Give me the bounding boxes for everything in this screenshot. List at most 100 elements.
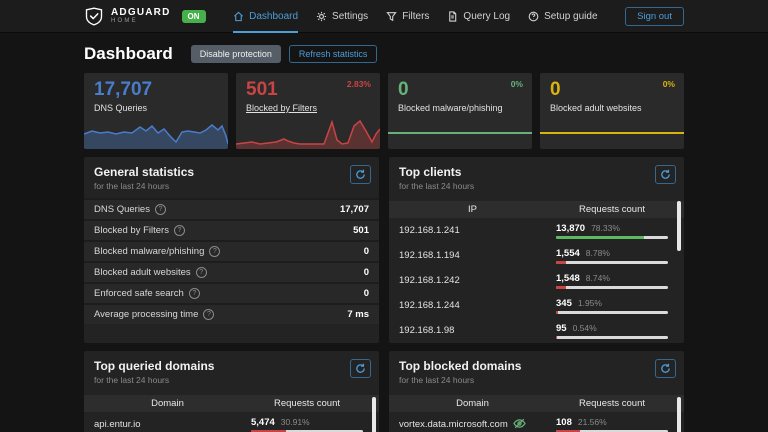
panel-title: Top queried domains (94, 359, 369, 373)
stat-label: Blocked malware/phishing (94, 246, 204, 257)
stat-value: 501 (353, 225, 369, 236)
table-header: Domain Requests count (84, 395, 379, 412)
gear-icon (316, 11, 327, 22)
card-value: 0 (550, 80, 674, 101)
request-bar (556, 336, 668, 339)
refresh-statistics-button[interactable]: Refresh statistics (289, 45, 378, 63)
flat-sparkline (540, 132, 684, 134)
request-percent: 8.78% (586, 248, 610, 258)
stat-value: 7 ms (347, 309, 369, 320)
stat-row: Blocked by Filters? 501 (84, 219, 379, 240)
help-icon[interactable]: ? (174, 225, 185, 236)
disable-protection-button[interactable]: Disable protection (191, 45, 281, 63)
eye-off-icon (513, 418, 526, 432)
dns-queries-sparkline (84, 116, 228, 149)
stat-value: 0 (364, 288, 369, 299)
request-count: 5,474 (251, 417, 275, 428)
column-requests-count: Requests count (556, 398, 668, 409)
request-percent: 0.54% (573, 323, 597, 333)
domain-row: api.entur.io 5,474 30.91% (84, 412, 379, 432)
general-statistics-panel: General statistics for the last 24 hours… (84, 157, 379, 343)
help-icon[interactable]: ? (209, 246, 220, 257)
brand-sub: HOME (111, 18, 171, 24)
card-dns-queries: 17,707 DNS Queries (84, 73, 228, 149)
card-label-link[interactable]: Blocked by Filters (246, 103, 370, 113)
stat-row: Enforced safe search? 0 (84, 282, 379, 303)
refresh-icon (355, 169, 366, 180)
request-percent: 30.91% (281, 417, 310, 427)
card-percent: 0% (663, 79, 675, 89)
refresh-button[interactable] (655, 359, 676, 378)
refresh-icon (660, 363, 671, 374)
help-icon[interactable]: ? (196, 267, 207, 278)
table-scrollbar[interactable] (372, 397, 376, 432)
panel-subtitle: for the last 24 hours (94, 375, 369, 385)
domain: api.entur.io (94, 419, 251, 430)
help-icon[interactable]: ? (155, 204, 166, 215)
page-title: Dashboard (84, 44, 173, 64)
nav-dashboard[interactable]: Dashboard (233, 0, 298, 33)
table-scrollbar[interactable] (677, 397, 681, 432)
request-percent: 21.56% (578, 417, 607, 427)
refresh-button[interactable] (655, 165, 676, 184)
protection-status-badge: ON (182, 10, 206, 23)
request-count: 13,870 (556, 223, 585, 234)
refresh-button[interactable] (350, 165, 371, 184)
nav-query-log[interactable]: Query Log (447, 0, 510, 33)
nav-label: Settings (332, 11, 368, 22)
panel-title: General statistics (94, 165, 369, 179)
sign-out-button[interactable]: Sign out (625, 7, 684, 26)
card-blocked-malware: 0% 0 Blocked malware/phishing (388, 73, 532, 149)
request-percent: 8.74% (586, 273, 610, 283)
shield-check-icon (84, 6, 104, 27)
client-ip: 192.168.1.241 (399, 225, 556, 236)
request-count: 1,554 (556, 248, 580, 259)
panel-subtitle: for the last 24 hours (94, 181, 369, 191)
client-row: 192.168.1.241 13,87078.33% (389, 218, 684, 243)
request-count: 1,548 (556, 273, 580, 284)
stat-label: Blocked by Filters (94, 225, 169, 236)
nav-label: Setup guide (544, 11, 597, 22)
refresh-icon (355, 363, 366, 374)
stat-row: Average processing time? 7 ms (84, 303, 379, 324)
table-scrollbar[interactable] (677, 201, 681, 251)
card-blocked-adult: 0% 0 Blocked adult websites (540, 73, 684, 149)
help-icon[interactable]: ? (189, 288, 200, 299)
main-nav: Dashboard Settings Filters Query Log Set… (233, 0, 597, 33)
panel-subtitle: for the last 24 hours (399, 375, 674, 385)
brand-name: ADGUARD (111, 8, 171, 19)
client-ip: 192.168.1.98 (399, 325, 556, 336)
card-label: Blocked adult websites (550, 103, 674, 113)
panel-title: Top blocked domains (399, 359, 674, 373)
stat-row: DNS Queries? 17,707 (84, 198, 379, 219)
client-ip: 192.168.1.194 (399, 250, 556, 261)
request-bar (556, 286, 668, 289)
stat-row: Blocked adult websites? 0 (84, 261, 379, 282)
stat-label: Average processing time (94, 309, 198, 320)
stat-label: Enforced safe search (94, 288, 184, 299)
nav-settings[interactable]: Settings (316, 0, 368, 33)
request-count: 345 (556, 298, 572, 309)
card-value: 0 (398, 80, 522, 101)
nav-filters[interactable]: Filters (386, 0, 429, 33)
stat-label: DNS Queries (94, 204, 150, 215)
stat-label: Blocked adult websites (94, 267, 191, 278)
panel-subtitle: for the last 24 hours (399, 181, 674, 191)
client-row: 192.168.1.194 1,554 8.78% (389, 243, 684, 268)
table-header: Domain Requests count (389, 395, 684, 412)
stat-value: 17,707 (340, 204, 369, 215)
top-bar: ADGUARD HOME ON Dashboard Settings Filte… (0, 0, 768, 33)
panel-title: Top clients (399, 165, 674, 179)
client-ip: 192.168.1.242 (399, 275, 556, 286)
help-icon[interactable]: ? (203, 309, 214, 320)
column-requests-count: Requests count (251, 398, 363, 409)
refresh-button[interactable] (350, 359, 371, 378)
nav-setup-guide[interactable]: Setup guide (528, 0, 597, 33)
file-text-icon (447, 11, 458, 22)
home-icon (233, 11, 244, 22)
client-row: 192.168.1.98 950.54% (389, 318, 684, 343)
request-bar (556, 311, 668, 314)
column-requests-count: Requests count (556, 204, 668, 215)
adguard-logo[interactable]: ADGUARD HOME ON (84, 6, 206, 27)
stat-value: 0 (364, 246, 369, 257)
